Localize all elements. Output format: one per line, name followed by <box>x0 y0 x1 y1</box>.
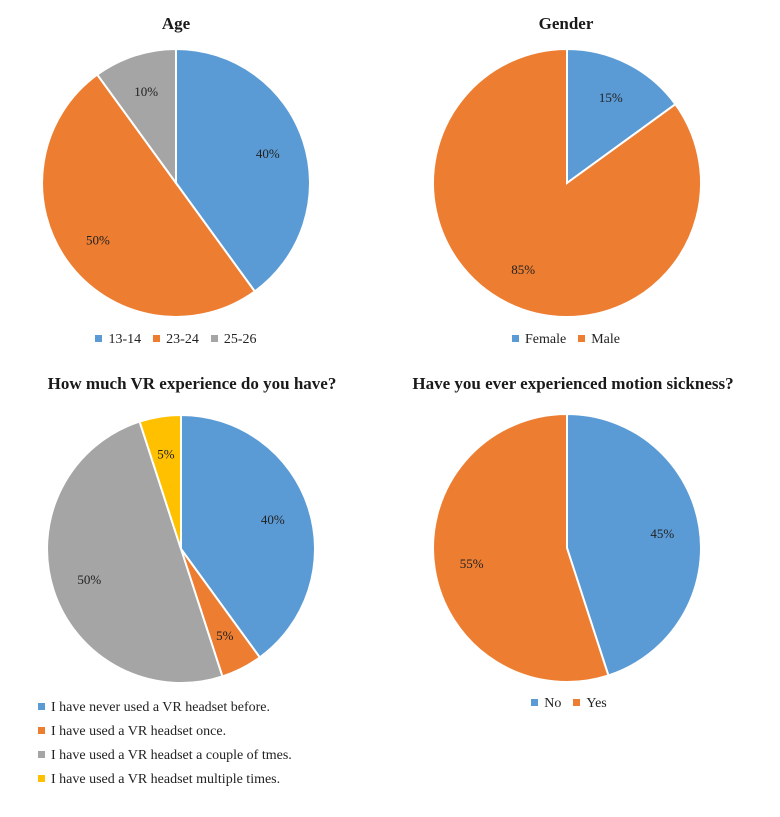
data-label-female: 15% <box>599 90 623 105</box>
legend-label: I have used a VR headset a couple of tme… <box>51 748 292 763</box>
legend-swatch <box>531 699 539 707</box>
chart-title: Age <box>161 14 191 33</box>
pie: 15% 85% <box>432 47 702 318</box>
data-label-25-26: 10% <box>134 84 158 99</box>
legend: 13-14 23-24 25-26 <box>0 332 352 348</box>
legend-entry-female: Female <box>512 332 566 348</box>
legend-swatch <box>153 335 161 343</box>
data-label-i-have-used-a-vr-headset-once: 5% <box>216 628 234 643</box>
data-label-i-have-never-used-a-vr-headset-before: 40% <box>261 512 285 527</box>
pie-slice-i-have-never-used-a-vr-headset-before <box>180 413 316 659</box>
legend-label: I have used a VR headset once. <box>51 724 227 739</box>
gender-chart: Gender 15% 85% Female Male <box>390 0 742 360</box>
data-label-yes: 55% <box>460 556 484 571</box>
pie-slice-male <box>432 47 702 318</box>
legend: Female Male <box>390 332 742 348</box>
legend-swatch <box>95 335 103 343</box>
legend: I have never used a VR headset before. I … <box>38 696 292 792</box>
pie-slice-25-26 <box>95 47 177 187</box>
legend-label: I have used a VR headset multiple times. <box>51 772 281 787</box>
data-label-i-have-used-a-vr-headset-a-couple-of-tmes: 50% <box>77 572 101 587</box>
legend-entry-25-26: 25-26 <box>210 332 257 348</box>
legend-label: 25-26 <box>223 332 257 347</box>
pie: 40% 50% 10% <box>41 47 311 318</box>
legend-entry-i-have-used-a-vr-headset-multiple-times: I have used a VR headset multiple times. <box>38 768 292 792</box>
legend-label: 23-24 <box>166 332 199 347</box>
chart-title: Have you ever experienced motion sicknes… <box>412 374 734 393</box>
legend-entry-yes: Yes <box>573 696 607 712</box>
chart-title: Gender <box>538 14 594 33</box>
pie-slice-23-24 <box>41 73 257 318</box>
legend-swatch <box>210 335 218 343</box>
chart-title: How much VR experience do you have? <box>47 374 337 393</box>
legend-entry-13-14: 13-14 <box>95 332 141 348</box>
legend-swatch <box>38 703 45 711</box>
legend-swatch <box>38 775 45 783</box>
legend-entry-no: No <box>531 696 561 712</box>
legend-entry-i-have-used-a-vr-headset-a-couple-of-tmes: I have used a VR headset a couple of tme… <box>38 744 292 768</box>
age-chart: Age 40% 50% 10% 13-14 23-24 25-26 <box>0 0 352 360</box>
legend-label: Male <box>591 332 620 347</box>
pie-slice-i-have-used-a-vr-headset-a-couple-of-tmes <box>46 420 224 684</box>
legend-entry-23-24: 23-24 <box>153 332 199 348</box>
data-label-13-14: 40% <box>256 146 280 161</box>
legend-entry-male: Male <box>578 332 620 348</box>
vr-experience-chart: How much VR experience do you have? 40% 5… <box>0 366 380 806</box>
legend-swatch <box>512 335 519 343</box>
legend-swatch <box>578 335 586 343</box>
legend-entry-i-have-never-used-a-vr-headset-before: I have never used a VR headset before. <box>38 696 292 720</box>
pie-slice-female <box>566 47 677 185</box>
legend-label: Female <box>525 332 567 347</box>
pie-slice-yes <box>432 412 610 683</box>
legend-label: Yes <box>586 696 607 711</box>
pie: 45% 55% <box>432 412 702 683</box>
pie: 40% 5% 50% 5% <box>46 413 316 684</box>
data-label-i-have-used-a-vr-headset-multiple-times: 5% <box>157 447 175 462</box>
legend-swatch <box>38 751 45 759</box>
data-label-no: 45% <box>650 526 674 541</box>
legend-swatch <box>573 699 581 707</box>
pie-slice-no <box>566 412 702 677</box>
data-label-23-24: 50% <box>86 233 110 248</box>
pie-slice-13-14 <box>175 47 311 293</box>
legend: No Yes <box>384 696 754 712</box>
legend-entry-i-have-used-a-vr-headset-once: I have used a VR headset once. <box>38 720 292 744</box>
legend-label: I have never used a VR headset before. <box>51 700 270 715</box>
motion-sickness-chart: Have you ever experienced motion sicknes… <box>384 366 754 806</box>
legend-label: No <box>544 696 562 711</box>
legend-label: 13-14 <box>108 332 142 347</box>
legend-swatch <box>38 727 45 735</box>
pie-slice-i-have-used-a-vr-headset-multiple-times <box>138 413 182 550</box>
data-label-male: 85% <box>511 262 535 277</box>
